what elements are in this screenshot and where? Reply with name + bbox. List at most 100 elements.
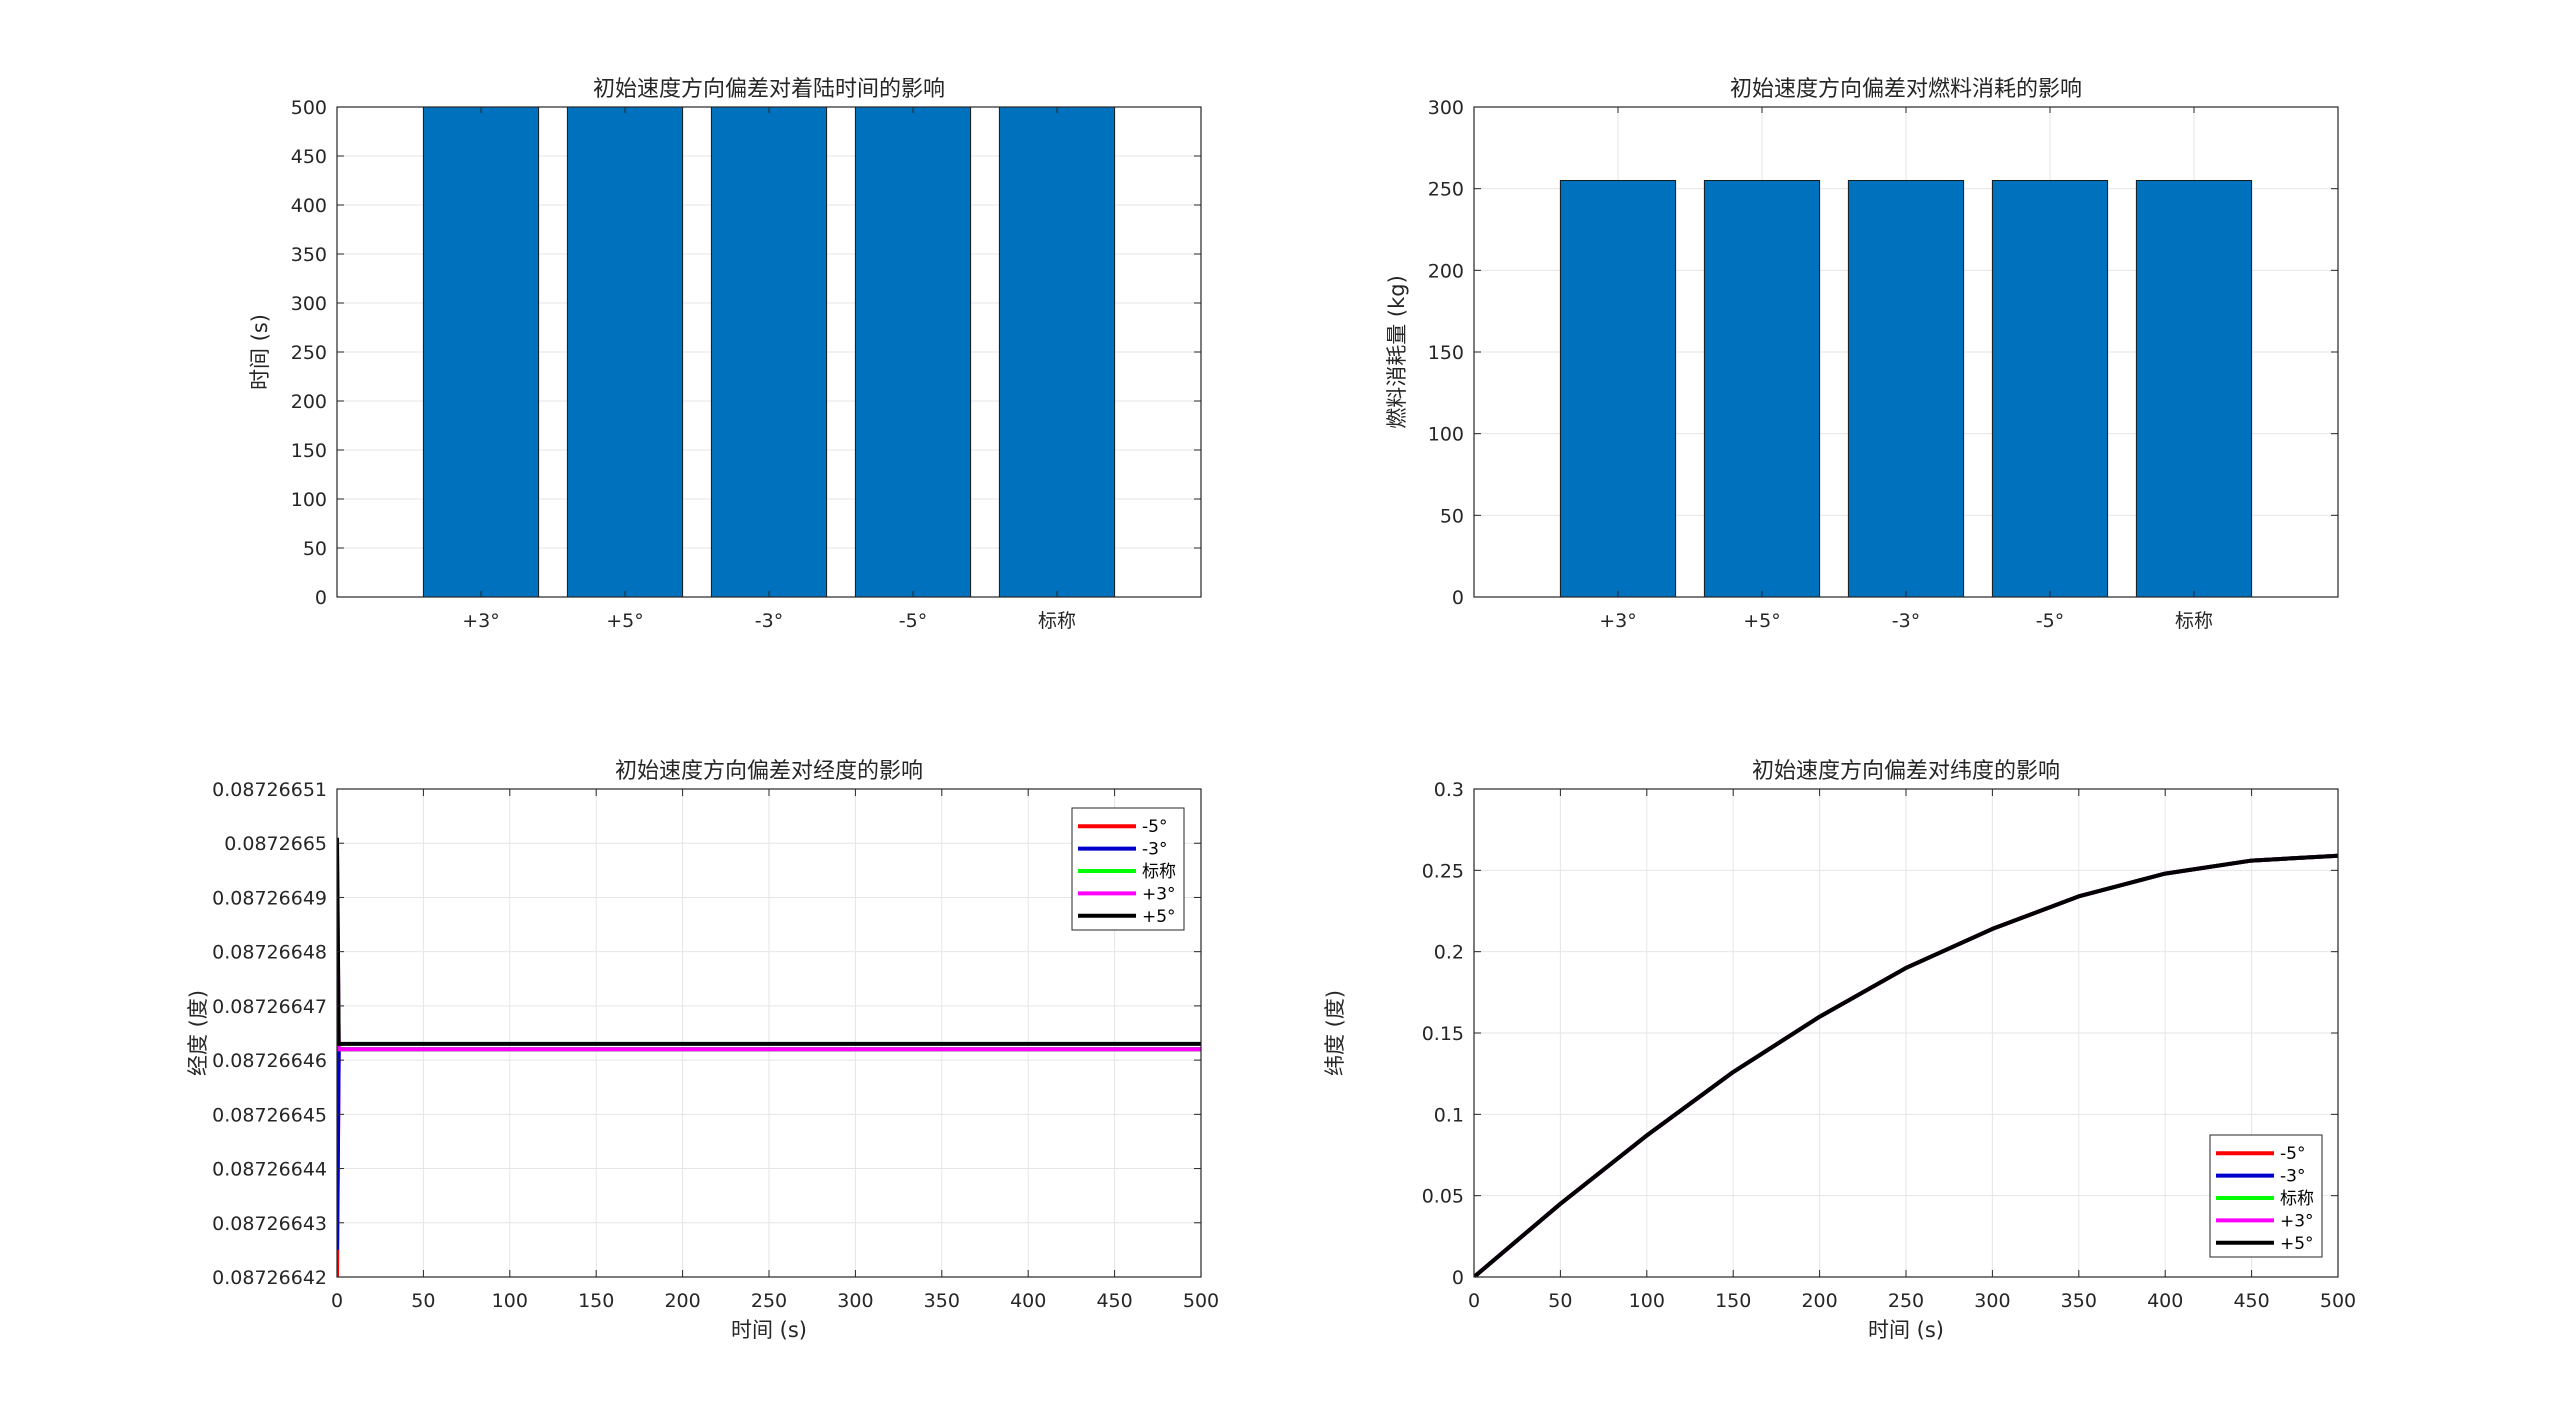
chart-title: 初始速度方向偏差对经度的影响	[615, 759, 923, 784]
chart-title: 初始速度方向偏差对燃料消耗的影响	[1730, 77, 2082, 102]
x-tick-label: 500	[2320, 1290, 2356, 1312]
y-tick-label: 150	[291, 440, 327, 462]
x-tick-label: 150	[578, 1290, 614, 1312]
x-axis-label: 时间 (s)	[731, 1318, 807, 1342]
y-tick-label: 250	[291, 342, 327, 364]
y-tick-label: 0.25	[1422, 860, 1464, 882]
y-tick-label: 350	[291, 244, 327, 266]
x-tick-label: 100	[1629, 1290, 1665, 1312]
y-tick-label: 0.08726643	[212, 1213, 327, 1235]
x-tick-label: -5°	[2036, 610, 2064, 632]
y-axis-label: 纬度 (度)	[1323, 990, 1347, 1076]
y-tick-label: 0.08726642	[212, 1267, 327, 1289]
x-tick-label: 250	[1888, 1290, 1924, 1312]
legend-label: +5°	[1142, 907, 1176, 927]
y-tick-label: 0.08726644	[212, 1159, 327, 1181]
bar-2	[710, 106, 828, 598]
y-tick-label: 0.2	[1434, 942, 1464, 964]
y-tick-label: 300	[291, 293, 327, 315]
y-axis-label: 经度 (度)	[186, 990, 210, 1076]
x-tick-label: 500	[1183, 1290, 1219, 1312]
bar-1	[1703, 180, 1821, 598]
bar-3	[1991, 180, 2109, 598]
x-tick-label: 450	[2233, 1290, 2269, 1312]
series-line-4	[1474, 853, 2338, 1277]
bar-0	[1559, 180, 1677, 598]
x-tick-label: 250	[751, 1290, 787, 1312]
bar-1	[566, 106, 684, 598]
y-axis-label: 时间 (s)	[248, 314, 272, 390]
y-tick-label: 0.08726647	[212, 996, 327, 1018]
x-tick-label: 0	[1468, 1290, 1480, 1312]
x-tick-label: 400	[1010, 1290, 1046, 1312]
y-tick-label: 100	[1428, 424, 1464, 446]
legend-label: 标称	[1142, 862, 1176, 882]
y-tick-label: 0.15	[1422, 1023, 1464, 1045]
x-tick-label: +3°	[1599, 610, 1637, 632]
axes-box	[336, 788, 1202, 1278]
y-tick-label: 50	[1440, 505, 1464, 527]
x-tick-label: 200	[664, 1290, 700, 1312]
y-tick-label: 400	[291, 195, 327, 217]
landing-time-bar-chart: +3° +5° -3° -5° 标称 0 50 100 150 200 250 300 350 400 45…	[248, 77, 1202, 632]
y-tick-label: 0.1	[1434, 1104, 1464, 1126]
bar-2	[1847, 180, 1965, 598]
legend-label: +3°	[1142, 884, 1176, 904]
y-tick-label: 0.05	[1422, 1186, 1464, 1208]
y-tick-label: 0.0872665	[224, 833, 327, 855]
x-tick-label: 标称	[1038, 610, 1076, 632]
y-tick-label: 250	[1428, 179, 1464, 201]
x-tick-label: -3°	[1892, 610, 1920, 632]
bar-4	[998, 106, 1116, 598]
x-tick-label: +5°	[606, 610, 644, 632]
axes-box	[1473, 106, 2339, 598]
y-tick-label: 100	[291, 489, 327, 511]
x-tick-label: 300	[1974, 1290, 2010, 1312]
legend-label: -3°	[2280, 1167, 2305, 1187]
legend: -5° -3°标称+3° +5°	[1071, 807, 1185, 931]
legend-label: -5°	[2280, 1144, 2305, 1164]
legend-label: -3°	[1142, 840, 1167, 860]
x-tick-label: 300	[837, 1290, 873, 1312]
legend: -5° -3°标称+3° +5°	[2209, 1134, 2323, 1258]
longitude-line-chart: 0 50 100 150 200 250 300 350 400 450 500 0.08726642…	[186, 759, 1219, 1342]
y-tick-label: 200	[291, 391, 327, 413]
legend-label: +3°	[2280, 1211, 2314, 1231]
x-tick-label: +3°	[462, 610, 500, 632]
x-tick-label: 400	[2147, 1290, 2183, 1312]
chart-title: 初始速度方向偏差对着陆时间的影响	[593, 77, 945, 102]
latitude-line-chart: 0 50 100 150 200 250 300 350 400 450 500 0 0.05 0.1 0.…	[1323, 759, 2356, 1342]
x-tick-label: 100	[492, 1290, 528, 1312]
x-tick-label: -3°	[755, 610, 783, 632]
y-tick-label: 0.08726645	[212, 1104, 327, 1126]
legend-label: 标称	[2280, 1189, 2314, 1209]
x-axis-label: 时间 (s)	[1868, 1318, 1944, 1342]
x-tick-label: +5°	[1743, 610, 1781, 632]
y-tick-label: 500	[291, 97, 327, 119]
bar-3	[854, 106, 972, 598]
y-tick-label: 0.3	[1434, 779, 1464, 801]
bar-0	[422, 106, 540, 598]
x-tick-label: 标称	[2175, 610, 2213, 632]
y-tick-label: 450	[291, 146, 327, 168]
y-tick-label: 0.08726648	[212, 942, 327, 964]
y-tick-label: 0	[1452, 587, 1464, 609]
y-axis-label: 燃料消耗量 (kg)	[1385, 275, 1409, 429]
x-tick-label: 0	[331, 1290, 343, 1312]
legend-label: +5°	[2280, 1234, 2314, 1254]
y-tick-label: 150	[1428, 342, 1464, 364]
y-tick-label: 200	[1428, 260, 1464, 282]
axes-box	[1473, 788, 2339, 1278]
y-tick-label: 0	[1452, 1267, 1464, 1289]
fuel-consumption-bar-chart: +3° +5° -3° -5° 标称 0 50 100 150 200 250 300 初始速度方向偏差…	[1385, 77, 2339, 632]
y-tick-label: 0.08726651	[212, 779, 327, 801]
axes-box	[336, 106, 1202, 598]
y-tick-label: 50	[303, 538, 327, 560]
chart-title: 初始速度方向偏差对纬度的影响	[1752, 759, 2060, 784]
x-tick-label: 50	[1548, 1290, 1572, 1312]
x-tick-label: 350	[2061, 1290, 2097, 1312]
y-tick-label: 0.08726646	[212, 1050, 327, 1072]
legend-label: -5°	[1142, 817, 1167, 837]
x-tick-label: -5°	[899, 610, 927, 632]
